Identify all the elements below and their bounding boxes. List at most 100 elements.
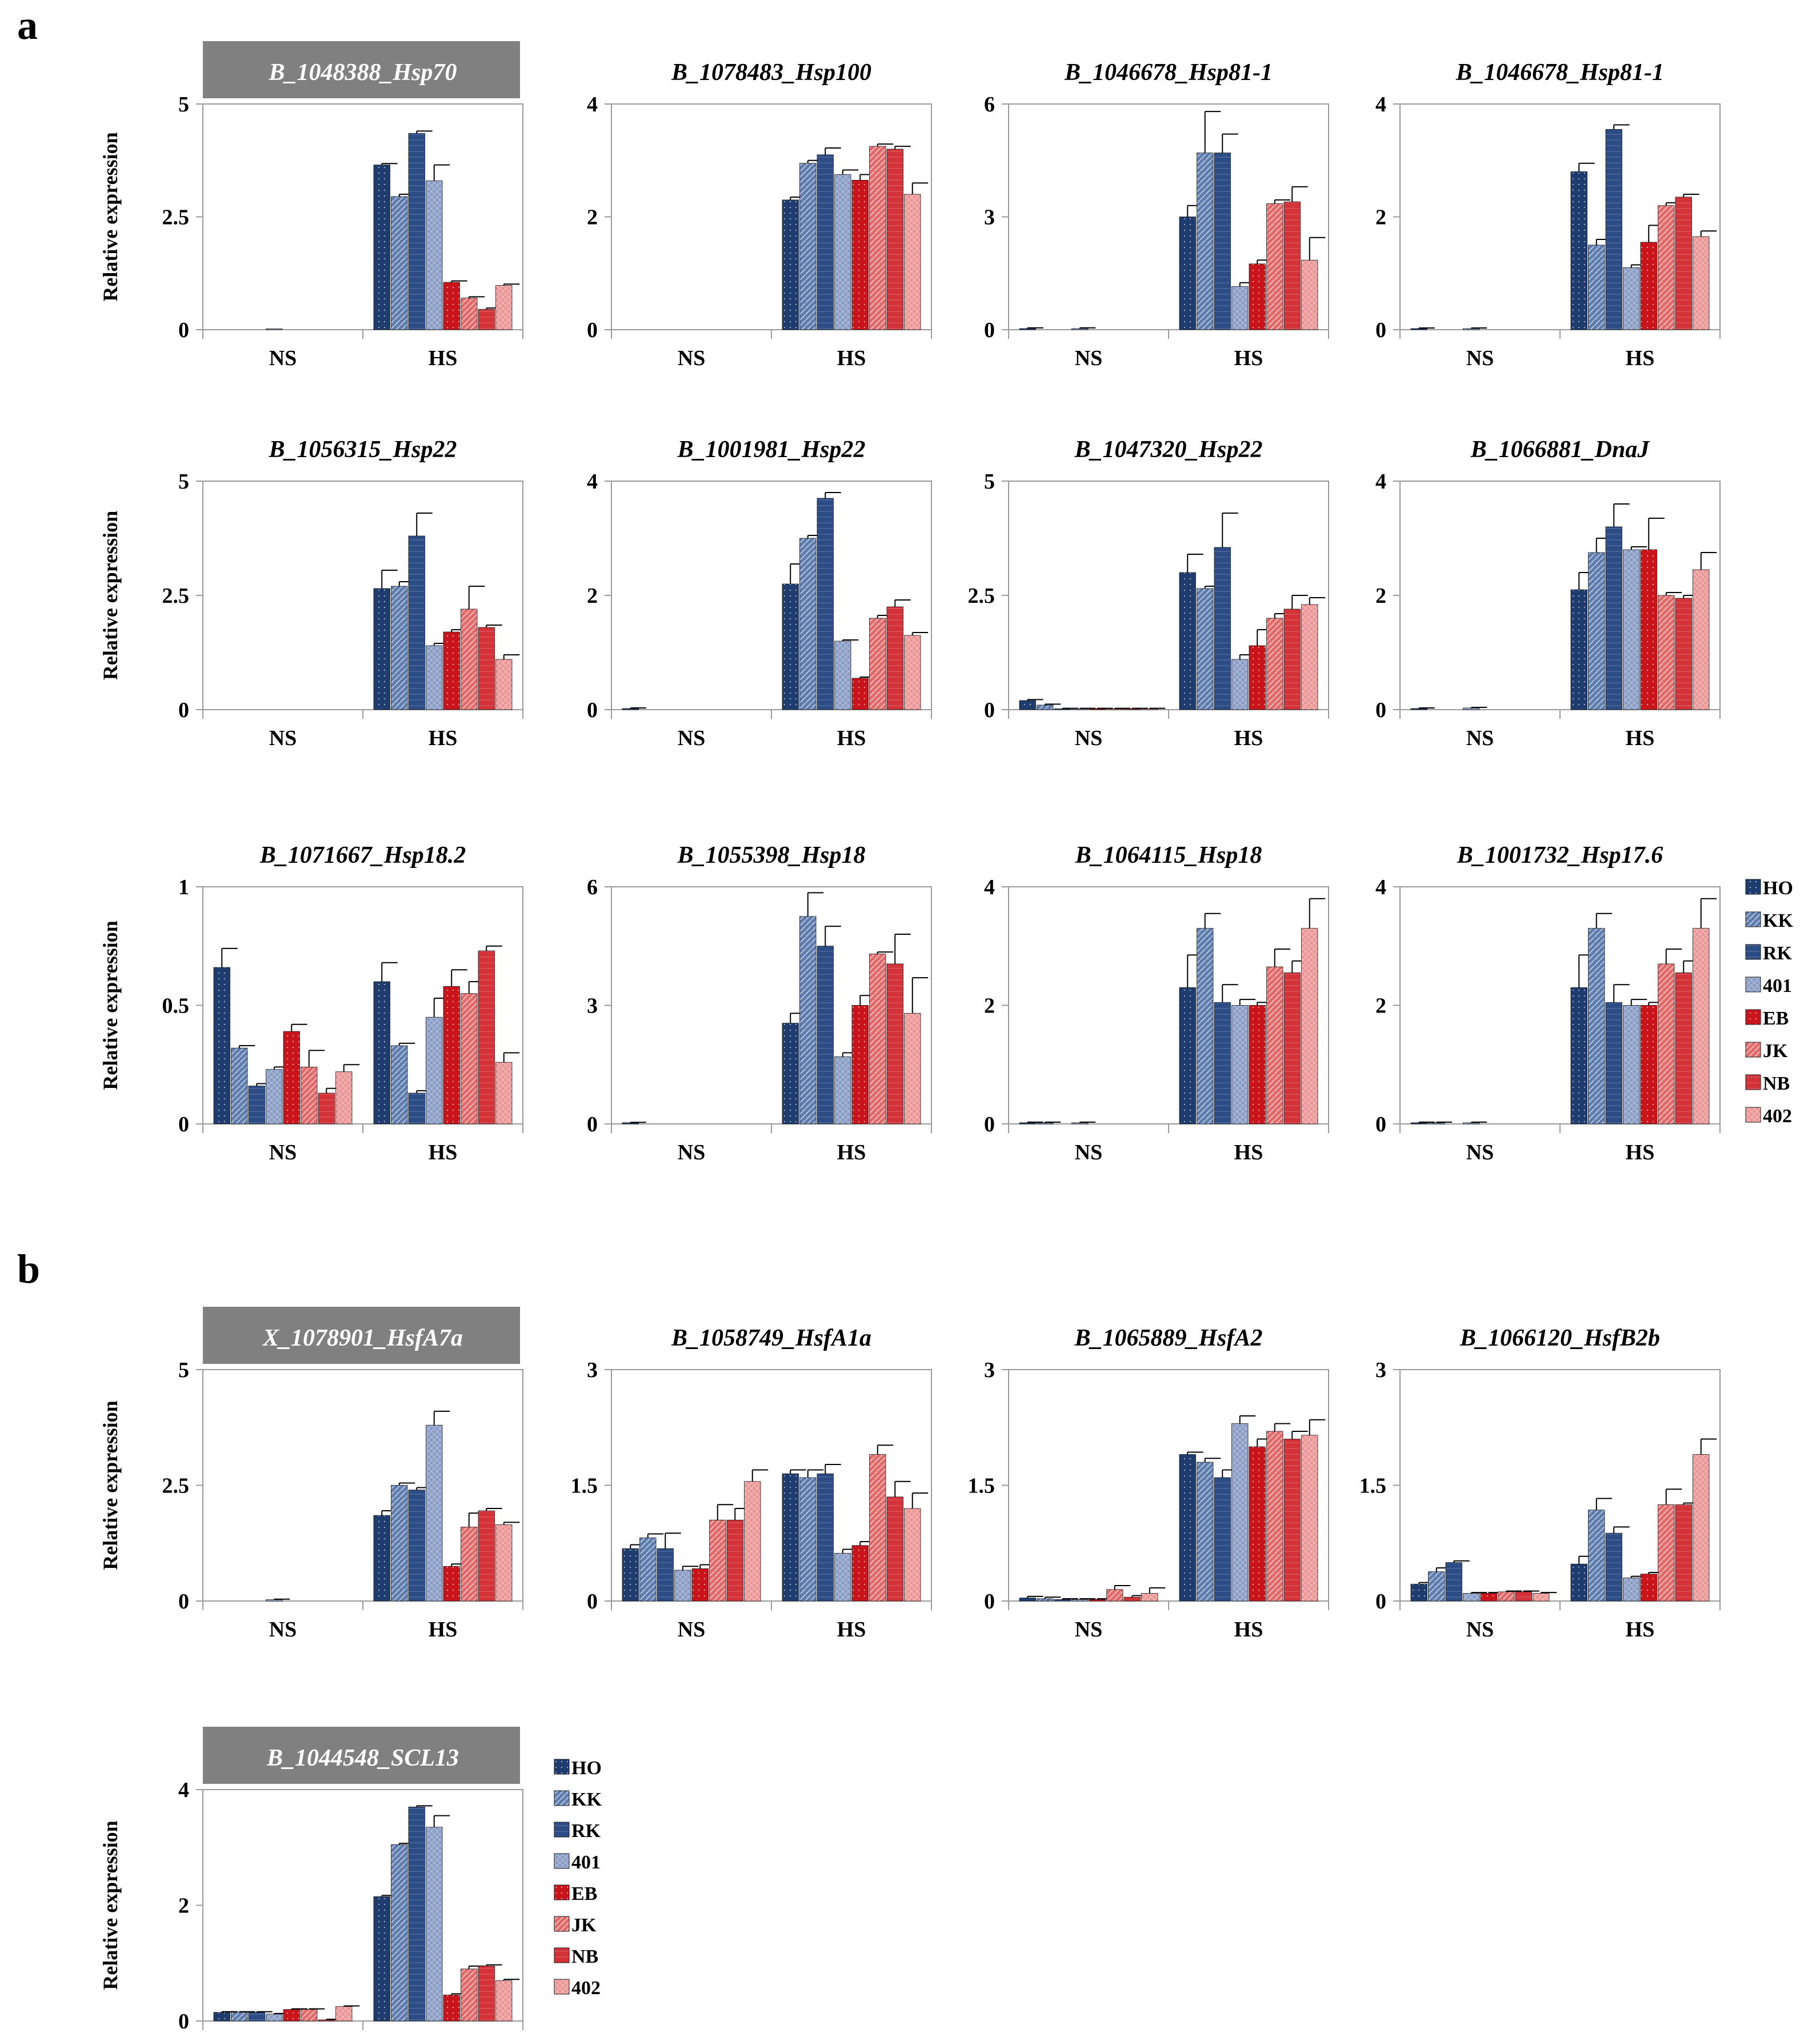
bar-ns-401 — [266, 2014, 283, 2022]
x-category-label: NS — [1466, 1618, 1494, 1642]
bar-ns-rk — [248, 1086, 265, 1124]
chart-title: B_1001732_Hsp17.6 — [1457, 842, 1663, 869]
bar-ns-401 — [266, 1599, 283, 1602]
bar-hs-402 — [904, 1013, 921, 1124]
bar-ns-kk — [231, 1047, 248, 1124]
x-category-label: NS — [678, 1618, 706, 1642]
y-tick-label: 0 — [984, 318, 995, 342]
bar-hs-ho — [1179, 1454, 1196, 1602]
bar-ns-kk — [1037, 1122, 1054, 1124]
bar-ns-402 — [1141, 709, 1158, 710]
chart-title: B_1048388_Hsp70 — [268, 59, 457, 86]
bar-ns-kk — [1428, 1122, 1445, 1124]
chart-7: B_1047320_Hsp22 0 2.5 5 NS HS — [968, 437, 1329, 750]
bar-hs-kk — [1197, 153, 1214, 330]
chart-3: B_1046678_Hsp81-1 0 3 6 NS HS — [984, 59, 1329, 370]
bar-hs-401 — [1623, 267, 1640, 330]
bar-ns-jk — [1106, 709, 1123, 710]
bar-ns-402 — [335, 2006, 353, 2022]
chart-6: B_1001981_Hsp22 0 2 4 NS HS — [587, 437, 932, 750]
bar-hs-rk — [1214, 1477, 1231, 1602]
bar-hs-402 — [495, 1980, 513, 2022]
chart-title: B_1044548_SCL13 — [266, 1745, 459, 1771]
bar-hs-kk — [391, 1045, 408, 1124]
bar-hs-ho — [782, 583, 799, 710]
bar-hs-rk — [817, 946, 834, 1124]
bar-hs-jk — [461, 1526, 478, 1602]
x-category-label: NS — [269, 346, 297, 370]
legend-label-eb: EB — [571, 1883, 597, 1904]
x-category-label: HS — [837, 346, 866, 370]
bar-ns-kk — [1037, 1598, 1054, 1602]
bar-ns-ho — [1410, 1122, 1427, 1124]
bar-hs-eb — [851, 179, 869, 330]
chart-title: B_1058749_HsfA1a — [671, 1325, 871, 1351]
bar-ns-401 — [266, 329, 283, 330]
bar-hs-nb — [478, 950, 495, 1124]
bar-ns-rk — [1445, 1562, 1462, 1602]
bar-hs-kk — [1588, 928, 1605, 1124]
bar-hs-jk — [461, 1968, 478, 2022]
bar-ns-ho — [622, 1122, 639, 1124]
y-tick-label: 6 — [587, 875, 598, 899]
title-highlight-box — [203, 1307, 520, 1364]
chart-title: B_1055398_Hsp18 — [677, 842, 865, 869]
bar-hs-rk — [1605, 1002, 1622, 1124]
bar-hs-401 — [426, 180, 443, 330]
legend-swatch-kk — [1745, 911, 1761, 927]
bar-hs-nb — [886, 1496, 903, 1602]
bar-hs-401 — [1231, 1005, 1249, 1124]
chart-title: B_1066881_DnaJ — [1470, 437, 1651, 463]
legend-label-jk: JK — [1763, 1040, 1788, 1062]
chart-title: B_1066120_HsfB2b — [1459, 1325, 1660, 1351]
bar-ns-kk — [1428, 1571, 1445, 1602]
bar-hs-402 — [1301, 928, 1318, 1124]
bar-hs-rk — [408, 133, 425, 330]
y-tick-label: 4 — [587, 470, 598, 494]
bar-hs-nb — [1675, 973, 1692, 1124]
bar-hs-jk — [461, 298, 478, 330]
chart-15: B_1065889_HsfA2 0 1.5 3 NS HS — [968, 1325, 1329, 1642]
bar-ns-402 — [1533, 1593, 1550, 1602]
x-category-label: HS — [1626, 1618, 1655, 1642]
bar-hs-401 — [1231, 1423, 1249, 1602]
legend-label-401: 401 — [1763, 975, 1792, 997]
bar-ns-jk — [301, 2009, 318, 2022]
bar-ns-eb — [283, 1031, 300, 1124]
y-axis-label: Relative expression — [99, 921, 122, 1090]
y-tick-label: 0 — [1375, 1112, 1386, 1136]
bar-hs-kk — [799, 163, 817, 330]
chart-title: B_1064115_Hsp18 — [1075, 842, 1262, 869]
bar-hs-401 — [426, 1827, 443, 2022]
bar-ns-402 — [1141, 1593, 1158, 1602]
bar-hs-jk — [869, 954, 886, 1124]
bar-hs-jk — [1266, 203, 1283, 330]
y-tick-label: 0 — [587, 698, 598, 722]
chart-10: B_1055398_Hsp18 0 3 6 NS HS — [587, 842, 932, 1164]
bar-hs-kk — [391, 1485, 408, 1602]
bar-hs-401 — [426, 1424, 443, 1602]
bar-ns-ho — [1410, 1583, 1427, 1602]
bar-hs-rk — [408, 1490, 425, 1602]
chart-14: B_1058749_HsfA1a 0 1.5 3 NS HS — [571, 1325, 932, 1642]
legend-label-402: 402 — [571, 1978, 601, 1999]
bar-hs-ho — [782, 199, 799, 330]
bar-hs-eb — [1640, 549, 1657, 710]
chart-title: B_1078483_Hsp100 — [671, 59, 871, 86]
bar-hs-ho — [782, 1473, 799, 1602]
x-category-label: NS — [1075, 1618, 1103, 1642]
legend-label-kk: KK — [1763, 910, 1793, 931]
y-tick-label: 0 — [984, 698, 995, 722]
bar-ns-kk — [639, 1537, 657, 1602]
y-axis-label: Relative expression — [99, 1400, 122, 1570]
bar-hs-eb — [1249, 1005, 1266, 1124]
bar-hs-nb — [1283, 201, 1301, 330]
bar-ns-401 — [1463, 1593, 1480, 1602]
bar-ns-rk — [1054, 709, 1071, 710]
y-tick-label: 4 — [1375, 470, 1386, 494]
bar-hs-402 — [495, 659, 513, 710]
bar-hs-ho — [1179, 987, 1196, 1124]
x-category-label: NS — [1075, 726, 1103, 750]
legend-label-ho: HO — [1763, 878, 1793, 899]
bar-ns-nb — [1123, 1596, 1141, 1602]
